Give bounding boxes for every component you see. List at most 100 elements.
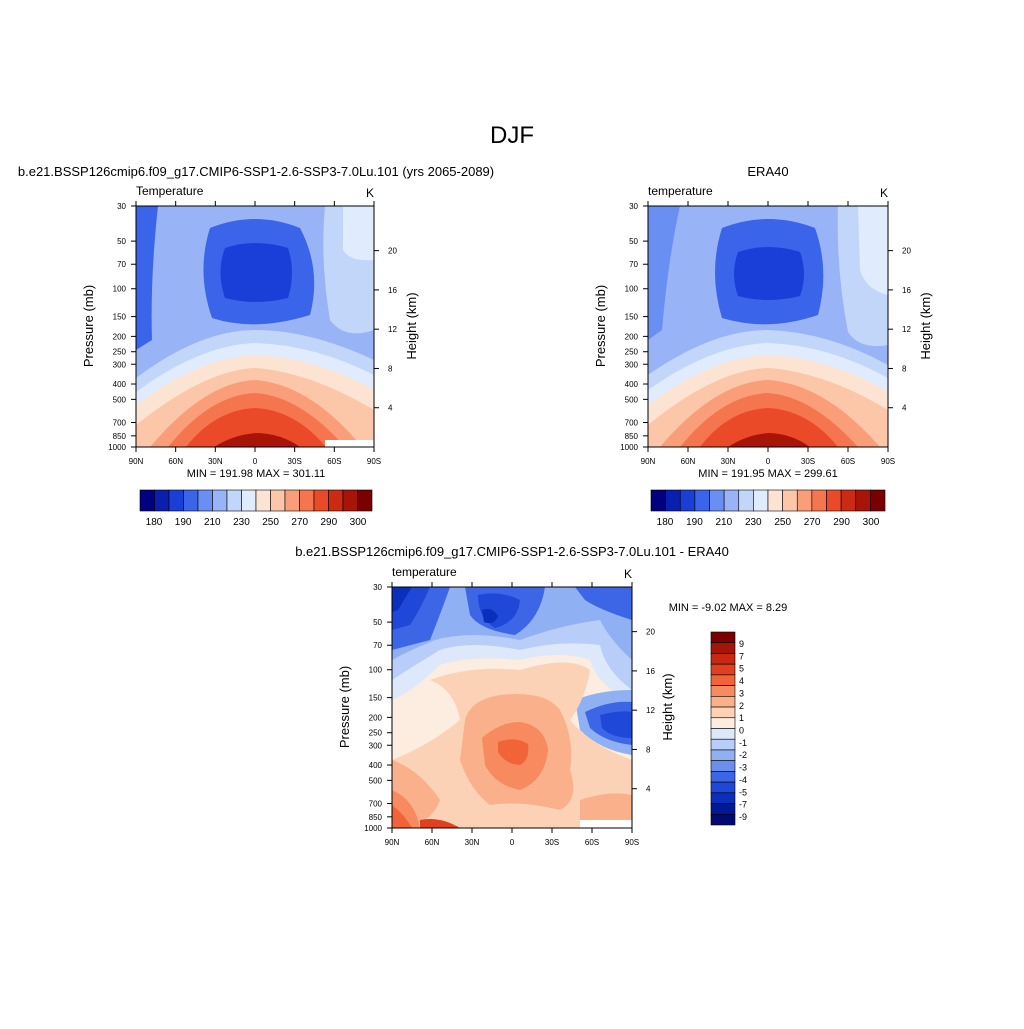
colorbar-swatch xyxy=(710,813,736,826)
x-tick-label: 90N xyxy=(129,457,144,466)
panel-difference-colorbar: 9 7 5 4 3 2 1 0 -1 -2 -3 -4 -5 -7 -9 xyxy=(710,631,747,826)
panel-model-colorbar: 180 190 210 230 250 270 290 300 xyxy=(139,489,373,528)
y2-tick-label: 16 xyxy=(646,667,655,676)
y2-tick-label: 8 xyxy=(388,364,393,373)
field-lowright xyxy=(580,793,632,828)
colorbar-swatch xyxy=(710,685,736,697)
colorbar-swatch xyxy=(284,489,300,512)
colorbar-label: 3 xyxy=(739,688,744,698)
colorbar-swatch xyxy=(255,489,271,512)
field-missing xyxy=(325,440,374,447)
y-tick-label: 50 xyxy=(373,618,382,627)
colorbar-label: 250 xyxy=(262,517,279,528)
y2-tick-label: 12 xyxy=(646,706,655,715)
y-tick-label: 500 xyxy=(369,776,383,785)
colorbar-swatch xyxy=(313,489,329,512)
colorbar-swatch xyxy=(710,749,736,761)
y-tick-label: 50 xyxy=(117,237,126,246)
panel-model-ylabel: Pressure (mb) xyxy=(81,285,96,367)
panel-era40-variable-label: temperature xyxy=(648,184,713,198)
colorbar-swatch xyxy=(212,489,228,512)
y-tick-label: 850 xyxy=(625,432,639,441)
y-tick-label: 500 xyxy=(625,395,639,404)
panel-difference-stats: MIN = -9.02 MAX = 8.29 xyxy=(669,602,788,614)
colorbar-swatch xyxy=(710,728,736,740)
colorbar-swatch xyxy=(710,792,736,804)
y2-tick-label: 4 xyxy=(902,404,907,413)
panel-model: b.e21.BSSP126cmip6.f09_g17.CMIP6-SSP1-2.… xyxy=(18,164,494,528)
x-tick-label: 60S xyxy=(327,457,341,466)
field-right-light-b xyxy=(858,206,888,295)
y-tick-label: 850 xyxy=(113,432,127,441)
colorbar-swatch xyxy=(710,738,736,751)
colorbar-swatch xyxy=(709,489,725,512)
colorbar-swatch xyxy=(183,489,199,512)
x-tick-label: 60S xyxy=(841,457,855,466)
colorbar-swatch xyxy=(710,642,736,654)
x-tick-label: 30S xyxy=(545,838,559,847)
field-cold-core-inner xyxy=(734,247,804,300)
panel-difference-field xyxy=(392,587,632,828)
colorbar-label: 190 xyxy=(686,517,703,528)
y2-tick-label: 4 xyxy=(646,785,651,794)
colorbar-swatch xyxy=(840,489,857,512)
y2-tick-label: 16 xyxy=(902,286,911,295)
colorbar-label: 210 xyxy=(204,517,221,528)
x-tick-label: 0 xyxy=(766,457,771,466)
panel-model-stats: MIN = 191.98 MAX = 301.11 xyxy=(187,468,326,480)
field-lowleft-3 xyxy=(392,805,412,828)
colorbar-swatch xyxy=(241,489,257,512)
colorbar-swatch xyxy=(299,489,315,512)
colorbar-label: 300 xyxy=(863,517,880,528)
x-tick-label: 30N xyxy=(465,838,480,847)
y-tick-label: 200 xyxy=(625,332,639,341)
field-lowleft-4 xyxy=(420,819,460,828)
colorbar-swatch xyxy=(650,489,666,512)
colorbar-label: 230 xyxy=(745,517,762,528)
colorbar-swatch xyxy=(767,489,783,512)
panel-model-title: b.e21.BSSP126cmip6.f09_g17.CMIP6-SSP1-2.… xyxy=(18,164,494,179)
x-tick-label: 60N xyxy=(425,838,440,847)
colorbar-swatch xyxy=(710,653,736,665)
colorbar-swatch xyxy=(738,489,754,512)
colorbar-swatch xyxy=(796,489,813,512)
colorbar-swatch xyxy=(168,489,184,512)
panel-era40-units: K xyxy=(880,186,888,200)
colorbar-swatch xyxy=(826,489,842,512)
y-tick-label: 300 xyxy=(369,741,383,750)
panel-model-y2label: Height (km) xyxy=(404,292,419,359)
field-level-290 xyxy=(700,408,838,447)
y2-tick-label: 12 xyxy=(902,325,911,334)
panel-model-variable-label: Temperature xyxy=(136,184,204,198)
panel-model-field xyxy=(136,206,374,447)
y-tick-label: 100 xyxy=(625,285,639,294)
y-tick-label: 250 xyxy=(369,729,383,738)
colorbar-label: 1 xyxy=(739,713,744,723)
colorbar-swatch xyxy=(328,489,344,512)
x-tick-label: 90S xyxy=(881,457,895,466)
y-tick-label: 400 xyxy=(369,761,383,770)
colorbar-swatch xyxy=(342,489,358,512)
y-tick-label: 500 xyxy=(113,395,127,404)
y2-tick-label: 16 xyxy=(388,286,397,295)
x-tick-label: 90N xyxy=(385,838,400,847)
panel-difference-title: b.e21.BSSP126cmip6.f09_g17.CMIP6-SSP1-2.… xyxy=(295,544,729,559)
panel-era40: ERA40 temperature K 30507010015020025030… xyxy=(593,164,933,528)
colorbar-swatch xyxy=(139,489,155,512)
panel-difference-y2label: Height (km) xyxy=(660,673,675,740)
field-upper-neg7 xyxy=(392,587,498,624)
y2-tick-label: 4 xyxy=(388,404,393,413)
field-missing xyxy=(580,820,632,828)
y-tick-label: 200 xyxy=(369,713,383,722)
y-tick-label: 100 xyxy=(113,285,127,294)
y2-tick-label: 12 xyxy=(388,325,397,334)
colorbar-label: 250 xyxy=(774,517,791,528)
y-tick-label: 300 xyxy=(113,360,127,369)
field-level-300 xyxy=(728,433,810,447)
colorbar-label: 180 xyxy=(146,517,163,528)
colorbar-swatch xyxy=(710,696,736,708)
figure-title: DJF xyxy=(490,122,534,149)
y-tick-label: 1000 xyxy=(364,824,382,833)
panel-era40-stats: MIN = 191.95 MAX = 299.61 xyxy=(698,468,837,480)
